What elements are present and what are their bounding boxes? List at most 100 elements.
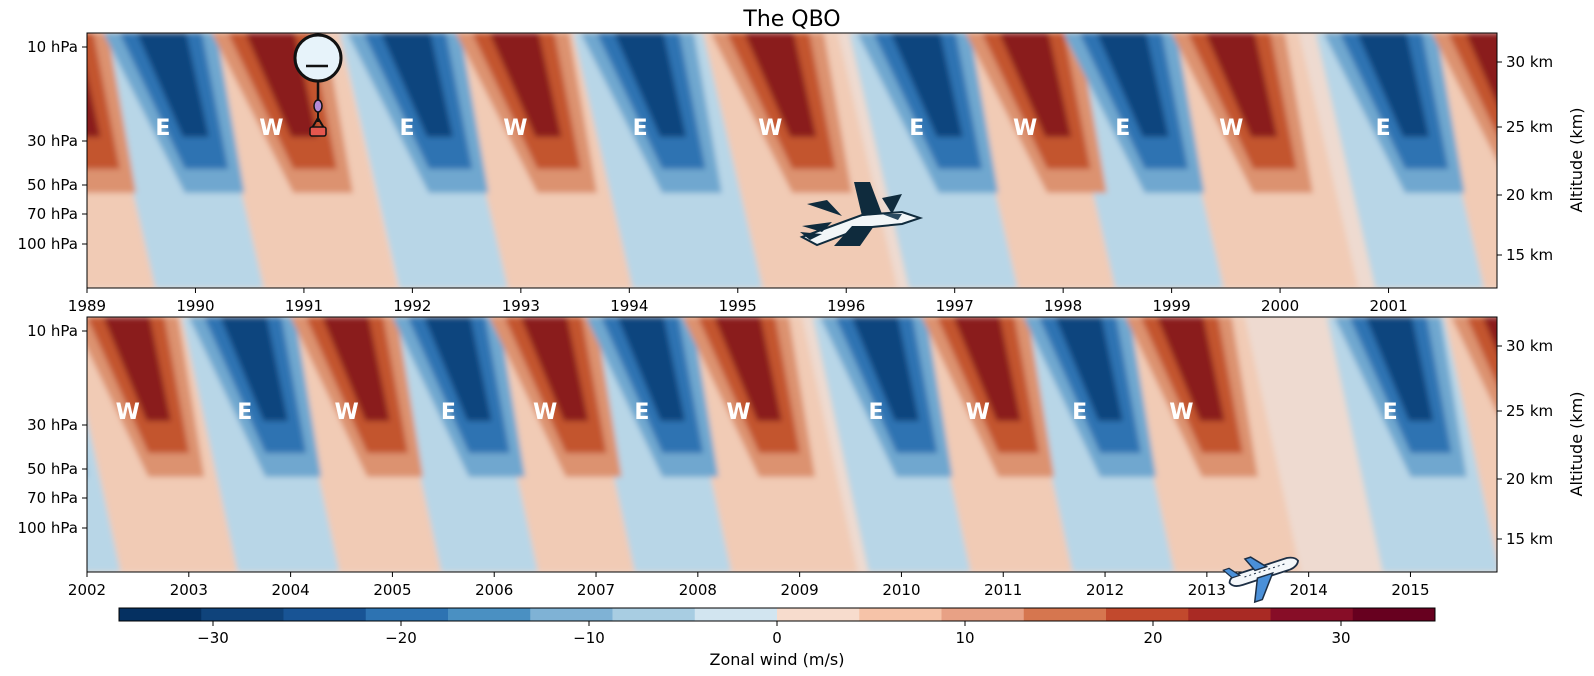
phase-label-easterly: E [634,400,649,425]
airliner-icon [1222,556,1299,604]
wind-band-easterly [614,33,687,137]
y-tick-label: 100 hPa [18,519,78,537]
y2-axis-title: Altitude (km) [1567,108,1586,213]
wind-band-westerly [1156,317,1225,421]
x-tick-label: 1997 [936,297,974,315]
x-tick-label: 2005 [373,581,411,599]
colorbar-swatch [1270,608,1354,621]
panel-2002-2015: 2002 2003 2004 2005 2006 2007 2008 2009 2010 2011… [18,316,1586,604]
wind-band-westerly [103,317,171,421]
wind-band-easterly [220,317,289,421]
phase-label-easterly: E [399,116,414,141]
x-tick-label: 1990 [176,297,214,315]
y-axis-right: 30 km 25 km 20 km 15 km [1497,53,1553,264]
y-tick-label: 50 hPa [27,176,78,194]
colorbar-tick-label: −30 [197,629,229,647]
colorbar-swatch [283,608,367,621]
x-tick-label: 2009 [781,581,819,599]
x-axis: 2002 2003 2004 2005 2006 2007 2008 2009 2010 2011… [68,572,1430,599]
wind-band-easterly [423,317,492,421]
wind-band-easterly [136,33,209,137]
wind-band-westerly [87,74,101,137]
x-tick-label: 2004 [272,581,310,599]
wind-band-westerly [489,33,562,137]
colorbar-swatches [119,608,1436,621]
colorbar-swatch [530,608,613,621]
colorbar-tick-label: 20 [1143,629,1162,647]
fighter-jet-icon [799,182,924,247]
wind-bands [87,317,1497,572]
wind-band-easterly [1055,317,1123,421]
x-tick-label: 2006 [475,581,513,599]
colorbar-ticks: −30 −20 −10 0 10 20 30 [197,621,1351,647]
y-tick-label: 30 hPa [27,416,78,434]
x-tick-label: 2000 [1261,297,1299,315]
x-tick-label: 2002 [68,581,106,599]
x-tick-label: 1992 [393,297,431,315]
phase-label-easterly: E [633,116,648,141]
y-axis-left: 10 hPa 30 hPa 50 hPa 70 hPa 100 hPa [18,322,87,537]
y-tick-label: 70 hPa [27,205,78,223]
colorbar-swatch [1352,608,1436,621]
y2-tick-label: 30 km [1506,337,1553,355]
colorbar-tick-label: −20 [385,629,417,647]
phase-label-easterly: E [909,116,924,141]
colorbar-swatch [1188,608,1271,621]
phase-label-easterly: E [1383,400,1398,425]
phase-label-westerly: W [116,400,140,425]
colorbar-swatch [448,608,531,621]
chart-title: The QBO [742,7,840,32]
phase-label-westerly: W [1169,400,1193,425]
y2-tick-label: 30 km [1506,53,1553,71]
colorbar-label: Zonal wind (m/s) [710,650,845,669]
wind-band-westerly [322,317,390,421]
y-tick-label: 30 hPa [27,132,78,150]
phase-label-westerly: W [758,116,782,141]
colorbar-swatch [694,608,778,621]
wind-band-easterly [617,317,686,421]
phase-label-easterly: E [237,400,252,425]
x-tick-label: 2003 [170,581,208,599]
y-tick-label: 50 hPa [27,460,78,478]
x-tick-label: 1993 [502,297,540,315]
wind-band-westerly [744,33,817,137]
phase-label-westerly: W [966,400,990,425]
x-tick-label: 2007 [577,581,615,599]
x-tick-label: 1991 [285,297,323,315]
x-tick-label: 2015 [1391,581,1429,599]
y-tick-label: 70 hPa [27,489,78,507]
wind-band-westerly [1466,317,1497,385]
phase-label-westerly: W [334,400,358,425]
x-tick-label: 2014 [1290,581,1328,599]
wind-band-easterly [851,317,920,421]
panel-1989-2001: 1989 1990 1991 1992 1993 1994 1995 1996 1997 1998… [18,32,1586,315]
wind-band-easterly [380,33,454,137]
wind-band-easterly [890,33,963,137]
colorbar-swatch [201,608,284,621]
phase-label-easterly: E [1115,116,1130,141]
x-tick-label: 2012 [1086,581,1124,599]
phase-label-westerly: W [1013,116,1037,141]
wind-band-westerly [714,317,782,421]
colorbar-swatch [859,608,942,621]
x-tick-label: 1989 [68,297,106,315]
y2-axis-title: Altitude (km) [1567,392,1586,497]
x-tick-label: 1998 [1044,297,1082,315]
colorbar-tick-label: 30 [1331,629,1350,647]
y2-tick-label: 25 km [1506,402,1553,420]
y-axis-left: 10 hPa 30 hPa 50 hPa 70 hPa 100 hPa [18,38,87,253]
phase-label-westerly: W [259,116,283,141]
x-tick-label: 1999 [1153,297,1191,315]
y-tick-label: 100 hPa [18,235,78,253]
y2-tick-label: 15 km [1506,530,1553,548]
wind-band-easterly [87,475,88,477]
colorbar-tick-label: −10 [573,629,605,647]
phase-label-easterly: E [441,400,456,425]
colorbar: −30 −20 −10 0 10 20 30 Zonal wind (m/s) [118,607,1436,669]
x-axis: 1989 1990 1991 1992 1993 1994 1995 1996 1997 1998… [68,288,1408,315]
wind-band-easterly [1096,33,1169,137]
wind-band-easterly [1365,317,1434,421]
y2-tick-label: 25 km [1506,118,1553,136]
